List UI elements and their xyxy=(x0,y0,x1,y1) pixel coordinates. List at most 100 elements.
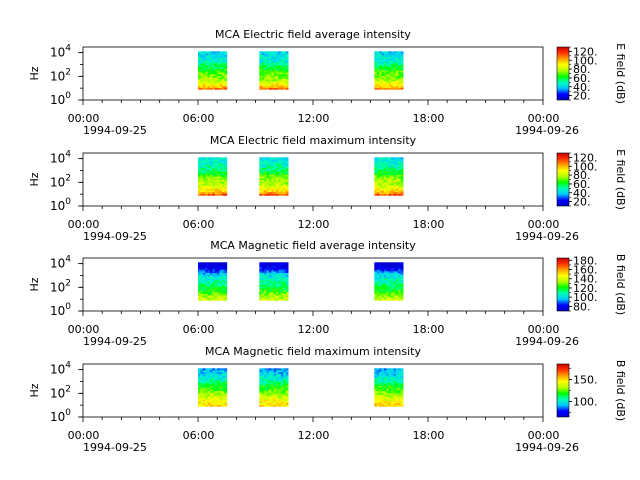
spectrogram-cell xyxy=(374,186,378,189)
colorbar-tick-label: 150. xyxy=(573,373,598,386)
spectrogram-cell xyxy=(398,65,402,68)
spectrogram-cell xyxy=(285,61,289,64)
spectrogram-cell xyxy=(388,284,392,287)
spectrogram-cell xyxy=(261,380,265,383)
spectrogram-cell xyxy=(280,73,284,76)
spectrogram-cell xyxy=(393,390,397,393)
spectrogram-cell xyxy=(280,193,284,196)
spectrogram-cell xyxy=(381,291,385,294)
colorbar-label: B field (dB) xyxy=(614,360,627,421)
colorbar-tick-label: 140. xyxy=(573,273,598,286)
spectrogram-cell xyxy=(273,66,277,69)
colorbar-tick-label: 80. xyxy=(573,300,591,313)
spectrogram-cell xyxy=(271,167,275,170)
spectrogram-cell xyxy=(398,51,402,54)
spectrogram-cell xyxy=(393,375,397,378)
colorbar-tick-label: 100. xyxy=(573,54,598,67)
spectrogram-cell xyxy=(278,65,282,68)
spectrogram-cell xyxy=(219,78,223,82)
spectrogram-cell xyxy=(209,70,213,73)
spectrogram-cell xyxy=(205,370,208,373)
x-tick-label: 00:00 xyxy=(68,218,100,231)
spectrogram-cell xyxy=(221,162,225,165)
spectrogram-cell xyxy=(209,84,213,87)
spectrogram-cell xyxy=(266,181,270,184)
spectrogram-cell xyxy=(381,56,385,59)
spectrogram-cell xyxy=(278,293,282,296)
spectrogram-cell xyxy=(285,75,289,78)
spectrogram-cell xyxy=(381,165,385,169)
spectrogram-cell xyxy=(261,368,265,371)
spectrogram-cell xyxy=(266,68,270,71)
spectrogram-cell xyxy=(276,265,279,268)
spectrogram-cell xyxy=(219,397,223,400)
spectrogram-cell xyxy=(379,157,382,160)
spectrogram-cell xyxy=(391,380,394,383)
spectrogram-cell xyxy=(383,73,387,76)
spectrogram-cell xyxy=(212,66,216,69)
spectrogram-cell xyxy=(200,165,204,169)
spectrogram-cell xyxy=(207,399,211,402)
spectrogram-cell xyxy=(219,276,223,279)
spectrogram-cell xyxy=(264,183,267,186)
spectrogram-cell xyxy=(395,276,399,279)
spectrogram-cell xyxy=(273,54,277,57)
spectrogram-cell xyxy=(283,397,287,400)
spectrogram-cell xyxy=(224,178,228,181)
spectrogram-cell xyxy=(198,274,201,277)
spectrogram-cell xyxy=(388,402,392,405)
spectrogram-cell xyxy=(266,176,270,179)
spectrogram-cell xyxy=(217,186,220,189)
spectrogram-cell xyxy=(209,178,213,181)
spectrogram-cell xyxy=(285,288,289,291)
spectrogram-cell xyxy=(383,272,387,275)
spectrogram-cell xyxy=(395,368,399,371)
spectrogram-cell xyxy=(224,281,228,284)
colorbar xyxy=(556,152,570,207)
spectrogram-cell xyxy=(202,291,206,294)
spectrogram-cell xyxy=(219,382,223,385)
spectrogram-cell xyxy=(221,184,225,188)
spectrogram-cell xyxy=(376,293,380,296)
spectrogram-cell xyxy=(268,82,272,85)
spectrogram-cell xyxy=(271,279,275,282)
spectrogram-cell xyxy=(398,298,402,301)
spectrogram-cell xyxy=(383,395,387,399)
spectrogram-cell xyxy=(205,262,208,265)
spectrogram-cell xyxy=(212,78,216,82)
spectrogram-cell xyxy=(268,390,272,393)
spectrogram-cell xyxy=(283,87,287,90)
spectrogram-cell xyxy=(221,164,225,167)
spectrogram-cell xyxy=(259,387,263,390)
spectrogram-cell xyxy=(379,375,382,378)
spectrogram-cell xyxy=(268,387,272,390)
spectrogram-cell xyxy=(221,56,225,59)
spectrogram-cell xyxy=(379,80,382,83)
spectrogram-cell xyxy=(393,284,397,287)
spectrogram-cell xyxy=(386,395,390,399)
spectrogram-cell xyxy=(383,284,387,287)
spectrogram-cell xyxy=(209,169,213,172)
spectrogram-cell xyxy=(374,283,378,286)
spectrogram-cell xyxy=(266,51,270,54)
colorbar-label: E field (dB) xyxy=(614,149,627,210)
spectrogram-cell xyxy=(271,82,275,85)
spectrogram-cell xyxy=(391,264,394,267)
spectrogram-cell xyxy=(280,392,284,395)
spectrogram-cell xyxy=(200,59,204,63)
spectrogram-cell xyxy=(273,58,277,61)
spectrogram-cell xyxy=(209,167,213,170)
spectrogram-cell xyxy=(224,167,228,170)
spectrogram-cell xyxy=(219,54,223,57)
spectrogram-cell xyxy=(261,184,265,188)
spectrogram-cell xyxy=(278,277,282,280)
spectrogram-cell xyxy=(214,179,218,182)
spectrogram-cell xyxy=(395,72,399,75)
spectrogram-cell xyxy=(271,394,275,397)
spectrogram-cell xyxy=(276,75,279,78)
spectrogram-cell xyxy=(221,295,225,298)
spectrogram-cell xyxy=(268,172,272,175)
spectrogram-cell xyxy=(383,281,387,284)
spectrogram-cell xyxy=(198,82,201,85)
spectrogram-cell xyxy=(386,87,390,90)
